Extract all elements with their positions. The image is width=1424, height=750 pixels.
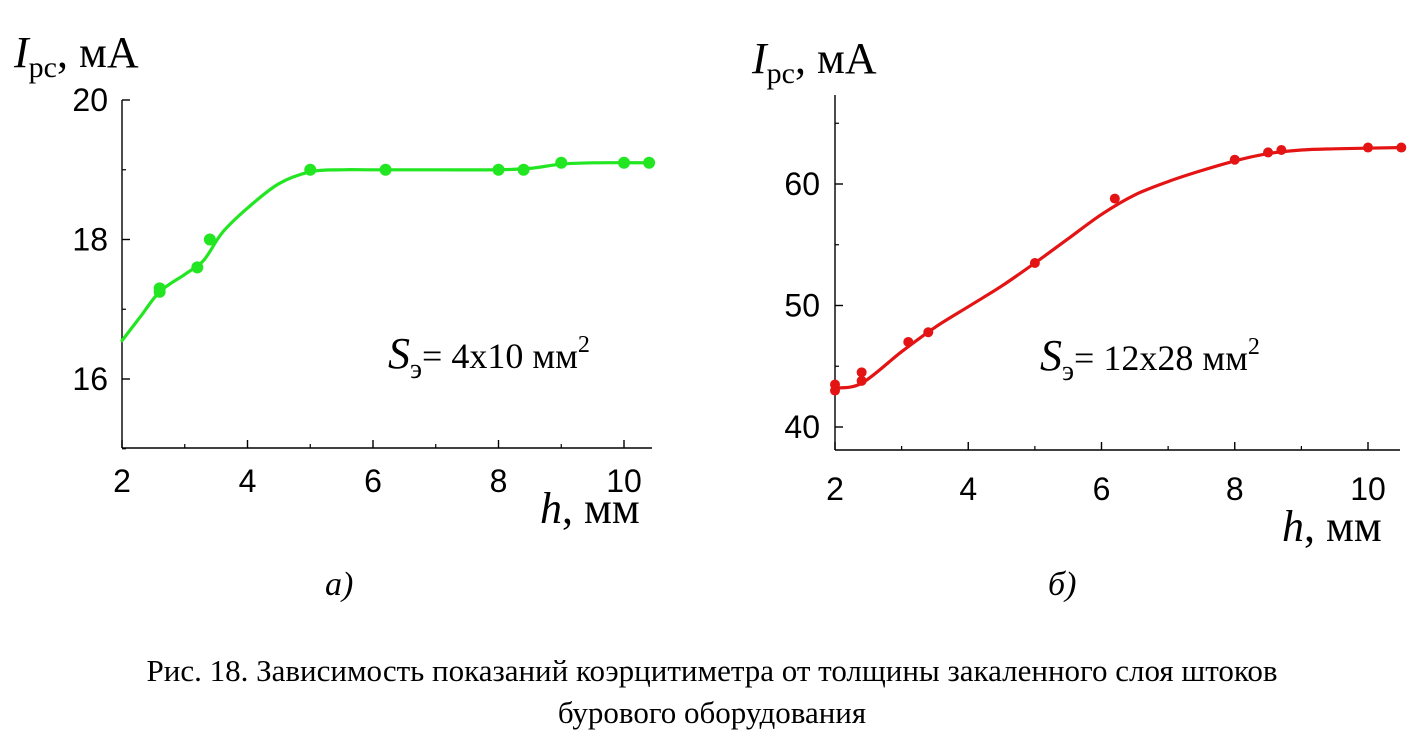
data-point <box>191 261 204 274</box>
panel-a-xticks-layer: 2 4 6 8 10 <box>113 440 642 499</box>
data-point <box>517 163 530 176</box>
data-point <box>555 156 568 169</box>
data-point <box>1229 154 1240 165</box>
y-tick-label: 20 <box>72 82 108 118</box>
data-point <box>379 163 392 176</box>
panel-a-label: а) <box>325 566 353 603</box>
panel-a-x-axis-title: h, мм <box>540 484 640 533</box>
panel-a-y-axis-title: Iрс, мА <box>13 28 139 84</box>
figure-caption-line-2: бурового оборудования <box>557 695 867 730</box>
data-point <box>1276 144 1287 155</box>
x-tick-label: 4 <box>959 471 977 507</box>
x-tick-label: 6 <box>364 463 382 499</box>
panel-b-yticks-layer: 40 50 60 <box>784 122 843 445</box>
x-tick-label: 8 <box>1226 471 1244 507</box>
y-tick-label: 60 <box>784 166 820 202</box>
x-tick-label: 10 <box>606 463 642 499</box>
panel-a-annotation: Sэ= 4х10 мм2 <box>388 329 590 385</box>
panel-a-gridless-axes <box>121 100 652 449</box>
data-point <box>153 285 166 298</box>
panel-b-xticks-layer: 2 4 6 8 10 <box>826 442 1386 507</box>
series-line <box>120 161 651 343</box>
panel-b-x-axis-title: h, мм <box>1282 502 1382 551</box>
data-point <box>618 156 630 169</box>
x-tick-label: 10 <box>1350 471 1386 507</box>
x-tick-label: 2 <box>826 471 844 507</box>
data-point <box>1029 257 1040 268</box>
data-point <box>304 163 317 176</box>
data-point <box>923 327 934 338</box>
y-tick-label: 16 <box>72 361 108 397</box>
x-tick-label: 6 <box>1093 471 1111 507</box>
y-tick-label: 50 <box>784 288 820 324</box>
x-tick-label: 2 <box>113 463 131 499</box>
panel-a-yticks-layer: 16 18 20 <box>72 82 130 450</box>
panel-a: 2 4 6 8 10 16 18 20 Iрс, мА h, мм Sэ= 4х10 мм2… <box>13 28 656 603</box>
data-point <box>643 156 656 169</box>
figure-caption-line-1: Рис. 18. Зависимость показаний коэрцитим… <box>146 653 1278 688</box>
x-tick-label: 4 <box>239 463 257 499</box>
data-point <box>1363 142 1373 153</box>
data-point <box>203 233 216 246</box>
panel-b: 2 4 6 8 10 40 50 60 Iрс, мА h, мм Sэ= 12х28 мм… <box>751 34 1407 603</box>
data-point <box>492 163 505 176</box>
data-point <box>903 336 914 347</box>
y-tick-label: 18 <box>72 222 108 258</box>
panel-b-annotation: Sэ= 12х28 мм2 <box>1040 331 1260 387</box>
data-point <box>856 367 867 378</box>
data-point <box>1263 147 1274 158</box>
y-tick-label: 40 <box>784 409 820 445</box>
panel-a-curve-layer <box>120 161 651 343</box>
x-tick-label: 8 <box>490 463 508 499</box>
panel-a-points-layer <box>153 156 656 298</box>
data-point <box>856 375 867 386</box>
data-point <box>1396 142 1407 153</box>
panel-b-label: б) <box>1048 566 1076 603</box>
figure-canvas: 2 4 6 8 10 16 18 20 Iрс, мА h, мм Sэ= 4х10 мм2… <box>13 28 1407 603</box>
panel-b-y-axis-title: Iрс, мА <box>751 34 877 90</box>
panel-b-points-layer <box>830 142 1407 396</box>
data-point <box>830 379 840 390</box>
data-point <box>1109 193 1120 204</box>
